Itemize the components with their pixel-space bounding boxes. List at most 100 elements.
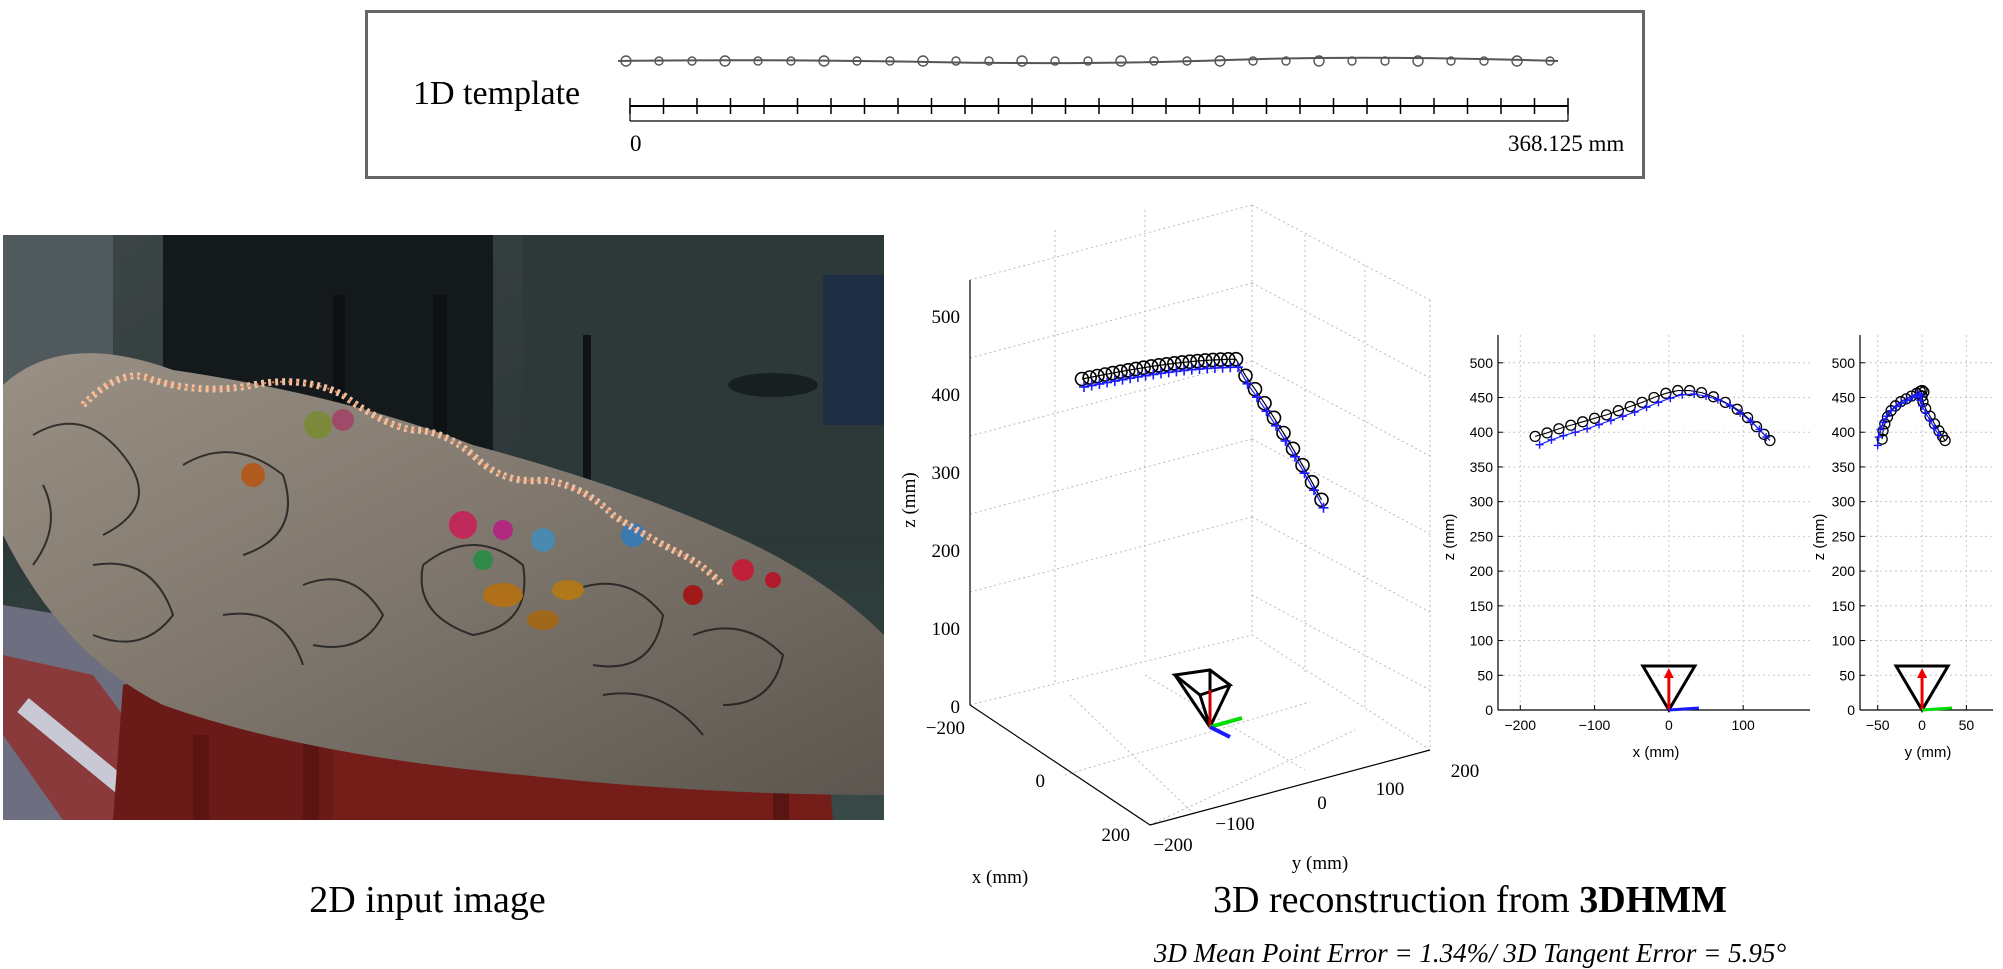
plot-3d-y-ticks: −200 −100 0 100 200	[1153, 761, 1479, 856]
gt-point	[1895, 396, 1907, 408]
template-strip	[617, 55, 1559, 67]
plot-3d-gt-point	[1128, 361, 1144, 377]
z-tick-label: 400	[932, 385, 961, 406]
plot-3d-gt-point	[1097, 367, 1113, 382]
plot-yz-y-label: z (mm)	[1811, 514, 1828, 561]
template-bead	[1281, 56, 1291, 66]
plot-yz-x-label: y (mm)	[1905, 744, 1952, 760]
gt-point	[1881, 411, 1894, 423]
y-tick-label: 300	[1832, 494, 1856, 510]
plot-3d-gt-point	[1295, 457, 1310, 473]
template-bead	[951, 56, 961, 66]
gt-point	[1900, 393, 1912, 405]
plot-3d-gt-point	[1113, 364, 1128, 379]
template-bead	[1214, 55, 1226, 67]
x-tick-label: 0	[1918, 717, 1926, 733]
gt-point	[1741, 411, 1754, 424]
plot-xz-x-label: x (mm)	[1633, 744, 1680, 760]
y-tick-label: 450	[1470, 390, 1494, 406]
template-bead	[885, 56, 895, 66]
template-bead	[1479, 56, 1489, 66]
x-tick-label: 200	[1102, 825, 1131, 846]
plot-yz-curves	[1873, 384, 1951, 450]
plot-3d-gt-point	[1190, 353, 1205, 369]
y-tick-label: −200	[1153, 835, 1192, 856]
gt-point	[1600, 409, 1613, 421]
plot-3d-gt-point	[1220, 352, 1236, 367]
template-bead	[1347, 56, 1357, 66]
template-bead	[818, 55, 830, 67]
template-bead	[1248, 56, 1258, 66]
y-tick-label: 150	[1832, 598, 1856, 614]
template-bead	[687, 56, 697, 66]
plot-xz-y-label: z (mm)	[1441, 514, 1458, 561]
z-tick-label: 0	[951, 697, 961, 718]
x-tick-label: 50	[1959, 717, 1975, 733]
template-bead	[1511, 55, 1523, 67]
y-tick-label: 100	[1376, 779, 1405, 800]
template-panel: 1D template 0 368.125 mm	[365, 10, 1645, 179]
plot-3d-gt-point	[1257, 395, 1272, 411]
plot-3d-gt-point	[1167, 356, 1182, 371]
plot-xz-curves	[1529, 384, 1776, 449]
plot-3d-gt-point	[1266, 410, 1282, 426]
y-tick-label: 350	[1832, 459, 1856, 475]
camera-axis-horizontal	[1921, 706, 1953, 712]
gt-point	[1731, 403, 1743, 415]
plot-3d-gt-point	[1304, 474, 1320, 490]
y-tick-label: 500	[1832, 355, 1856, 371]
x-tick-label: 100	[1731, 717, 1755, 733]
plot-3d-gt-point	[1090, 368, 1105, 384]
y-tick-label: 400	[1832, 424, 1856, 440]
plot-3d-gt-point	[1143, 359, 1159, 374]
plot-yz-camera	[1893, 664, 1953, 713]
gt-point	[1529, 430, 1541, 443]
scale-start-label: 0	[630, 131, 642, 156]
x-tick-label: 0	[1665, 717, 1673, 733]
y-tick-label: 50	[1839, 667, 1855, 683]
plot-3d-gt-point	[1159, 357, 1175, 372]
plot-xz-ticks: 0 50 100 150 200 250 300 350 400 450 500 −200 −100 0 1…	[1470, 335, 1810, 733]
gt-point	[1758, 428, 1770, 440]
gt-point	[1648, 391, 1660, 404]
y-tick-label: −100	[1215, 814, 1254, 835]
template-bead	[984, 56, 994, 66]
reconstruction-caption-method: 3DHMM	[1579, 879, 1727, 921]
plot-3d-gt-point	[1074, 371, 1090, 387]
template-bead	[1545, 56, 1555, 66]
gt-point	[1636, 396, 1648, 409]
plot-3d-y-label: y (mm)	[1292, 853, 1348, 874]
y-tick-label: 500	[1470, 355, 1494, 371]
plot-xz-grid	[1498, 335, 1810, 711]
error-metrics: 3D Mean Point Error = 1.34%/ 3D Tangent …	[1153, 938, 1787, 968]
plot-3d-gt-point	[1213, 352, 1228, 367]
template-bead	[719, 55, 731, 67]
template-bead	[1115, 55, 1127, 67]
gt-point	[1577, 416, 1589, 428]
plot-3d-gt-point	[1105, 365, 1121, 381]
plot-3d-axes	[969, 280, 1431, 826]
template-bead	[1182, 56, 1192, 66]
z-tick-label: 200	[932, 541, 961, 562]
scale-end-label: 368.125 mm	[1508, 131, 1625, 156]
gt-point	[1660, 387, 1672, 399]
x-tick-label: −200	[1505, 717, 1537, 733]
plot-3d-gt-point	[1276, 425, 1291, 441]
y-tick-label: 200	[1451, 761, 1480, 782]
plot-3d-gt-point	[1247, 381, 1263, 397]
y-tick-label: 0	[1485, 702, 1493, 718]
camera-axis-horizontal	[1668, 706, 1699, 712]
camera-axis-z-head	[1917, 668, 1928, 678]
y-tick-label: 50	[1477, 667, 1493, 683]
y-tick-label: 0	[1847, 702, 1855, 718]
plot-yz-projection: 0 50 100 150 200 250 300 350 400 450 500 −50 0 50 y (…	[1811, 335, 1993, 760]
plot-3d-gt-point	[1182, 354, 1198, 370]
gt-line	[1534, 390, 1771, 441]
gt-point	[1624, 400, 1636, 413]
template-bead	[1149, 56, 1159, 66]
camera-frustum	[1893, 664, 1951, 713]
plot-yz-ticks: 0 50 100 150 200 250 300 350 400 450 500 −50 0 50	[1832, 335, 1993, 733]
x-tick-label: 0	[1036, 771, 1046, 792]
x-tick-label: −200	[926, 718, 965, 739]
template-bead	[852, 56, 862, 66]
